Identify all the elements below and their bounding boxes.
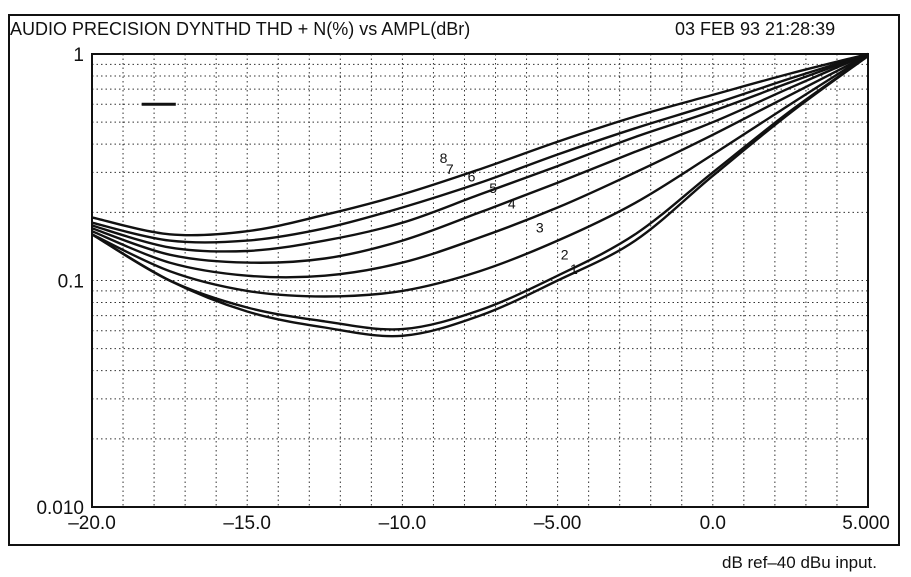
series-line-4 bbox=[91, 53, 869, 279]
x-tick-label: –20.0 bbox=[68, 513, 116, 534]
y-tick-label: 0.010 bbox=[36, 498, 84, 519]
chart-title: AUDIO PRECISION DYNTHD THD + N(%) vs AMP… bbox=[10, 19, 471, 39]
series-label-5: 5 bbox=[489, 180, 497, 196]
y-tick-label: 1 bbox=[73, 45, 84, 66]
x-tick-label: –10.0 bbox=[379, 513, 427, 534]
series-line-3 bbox=[91, 53, 869, 298]
series-line-7 bbox=[91, 52, 869, 244]
y-tick-label: 0.1 bbox=[58, 272, 84, 293]
series-line-1 bbox=[91, 55, 869, 338]
tick-labels: –20.0 –15.0 –10.0 –5.00 0.0 5.000 1 0.1 0.010 bbox=[36, 45, 889, 534]
series-line-6 bbox=[91, 52, 869, 253]
chart-frame bbox=[8, 14, 900, 546]
series-label-4: 4 bbox=[508, 195, 516, 211]
footnote: dB ref–40 dBu input. bbox=[722, 553, 878, 572]
series-label-3: 3 bbox=[536, 219, 544, 235]
timestamp: 03 FEB 93 21:28:39 bbox=[675, 19, 836, 39]
x-tick-label: 0.0 bbox=[700, 513, 726, 534]
series-label-6: 6 bbox=[468, 169, 476, 185]
series-label-8: 8 bbox=[440, 150, 448, 166]
plot-border bbox=[91, 53, 869, 508]
series-label-7: 7 bbox=[446, 161, 454, 177]
series-layer bbox=[91, 52, 869, 338]
x-tick-label: 5.000 bbox=[842, 513, 890, 534]
x-tick-label: –5.00 bbox=[534, 513, 582, 534]
series-label-2: 2 bbox=[561, 246, 569, 262]
x-tick-label: –15.0 bbox=[223, 513, 271, 534]
series-line-2 bbox=[91, 55, 869, 331]
series-label-1: 1 bbox=[570, 261, 578, 277]
grid-lines bbox=[92, 54, 868, 507]
series-line-8 bbox=[91, 52, 869, 237]
series-line-5 bbox=[91, 52, 869, 264]
